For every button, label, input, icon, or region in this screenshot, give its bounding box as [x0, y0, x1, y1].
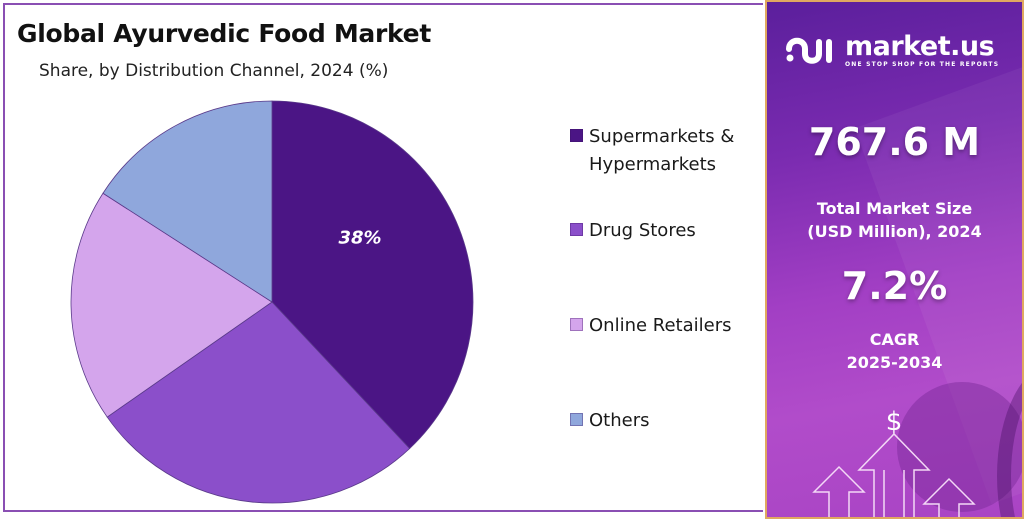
cagr-value: 7.2%: [841, 264, 948, 308]
chart-title: Global Ayurvedic Food Market: [17, 19, 431, 48]
legend-swatch-supermarkets: [570, 129, 583, 142]
legend-item-online-retailers: Online Retailers: [570, 312, 732, 340]
chart-panel: Global Ayurvedic Food Market Share, by D…: [3, 3, 763, 512]
pie-svg: [70, 100, 474, 504]
market-size-value: 767.6 M: [808, 120, 981, 164]
brand-tagline: ONE STOP SHOP FOR THE REPORTS: [845, 60, 1000, 68]
legend-swatch-drug-stores: [570, 223, 583, 236]
legend-item-others: Others: [570, 407, 650, 435]
stats-sidebar: market.us ONE STOP SHOP FOR THE REPORTS …: [765, 0, 1024, 519]
market-us-logo-icon: [786, 37, 832, 64]
pie-slice-others: [102, 100, 273, 303]
dollar-icon: $: [886, 407, 903, 437]
legend-item-drug-stores: Drug Stores: [570, 217, 696, 245]
pie-slice-drug-stores: [106, 301, 411, 504]
pie-chart: 38%: [5, 5, 765, 514]
growth-arrows-icon: $: [812, 407, 976, 517]
legend-swatch-others: [570, 413, 583, 426]
market-size-label: Total Market Size (USD Million), 2024: [807, 199, 982, 241]
legend-label-supermarkets: Supermarkets & Hypermarkets: [589, 126, 735, 175]
brand-logo: market.us ONE STOP SHOP FOR THE REPORTS: [785, 32, 999, 68]
legend-item-supermarkets: Supermarkets & Hypermarkets: [570, 123, 734, 179]
cagr-label: CAGR 2025-2034: [846, 330, 943, 372]
pie-slice-online-retailers: [70, 192, 273, 418]
chart-subtitle: Share, by Distribution Channel, 2024 (%): [39, 61, 389, 81]
legend-label-drug-stores: Drug Stores: [589, 220, 696, 241]
brand-name: market.us: [845, 30, 995, 62]
legend-label-online-retailers: Online Retailers: [589, 315, 732, 336]
legend-label-others: Others: [589, 410, 650, 431]
pie-slice-label-supermarkets: 38%: [338, 227, 382, 249]
pie-slice-supermarkets: [271, 100, 474, 450]
legend-swatch-online-retailers: [570, 318, 583, 331]
